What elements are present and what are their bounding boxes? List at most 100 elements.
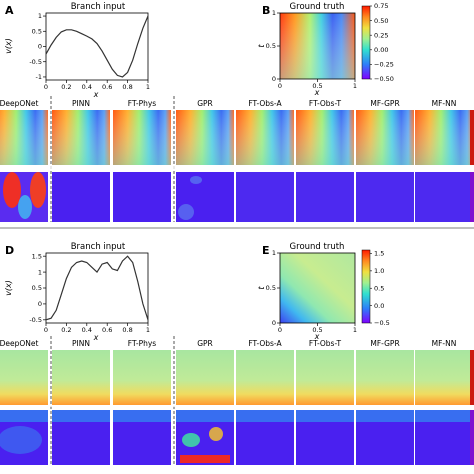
chart-b-colorbar: [361, 5, 371, 80]
chart-b-ylabel: t: [257, 44, 266, 48]
x-tick-label: 0.4: [82, 326, 92, 334]
prediction-tile-overlay-mf-nn: [415, 110, 473, 165]
prediction-tile-mf-gpr: [356, 350, 414, 405]
method-label-ft-obs-a: FT-Obs-A: [248, 339, 282, 348]
error-hotspot: [30, 172, 46, 208]
colorbar-tick-label: −0.25: [374, 61, 394, 69]
y-tick-label: 0: [38, 300, 42, 308]
error-hotspot: [209, 427, 223, 441]
x-tick-label: 0.2: [61, 326, 71, 334]
chart-a-xlabel: x: [93, 90, 99, 99]
y-tick-label: -0.5: [29, 58, 42, 66]
x-tick-label: 1: [353, 326, 357, 334]
clipped-error-edge: [470, 172, 474, 222]
prediction-tile-deeponet: [0, 350, 48, 405]
chart-d-title: Branch input: [71, 242, 126, 252]
dashed-separators: [0, 96, 474, 465]
y-tick-label: 0.5: [32, 27, 42, 35]
predictions-row-a-top: [0, 110, 474, 165]
colorbar-tick-label: −0.50: [374, 75, 394, 83]
colorbar-tick-label: 0.25: [374, 31, 388, 39]
x-tick-label: 1: [146, 83, 150, 91]
error-field-mf-nn: [415, 172, 473, 222]
error-hotspot: [180, 455, 230, 463]
x-tick-label: 0: [44, 83, 48, 91]
x-tick-label: 0.8: [122, 83, 132, 91]
x-tick-label: 0.5: [312, 326, 322, 334]
colorbar-tick-label: 0.0: [374, 302, 384, 310]
x-tick-label: 0: [278, 326, 282, 334]
panel-letter-b: B: [262, 4, 270, 17]
method-label-mf-gpr: MF-GPR: [370, 99, 399, 108]
x-tick-label: 0.6: [102, 326, 112, 334]
ground-truth-heatmap-b: Ground truth 0 0.5 1 0 0.5 1 x t 0.75 0.50 0.2…: [257, 2, 394, 97]
error-hotspot: [3, 172, 21, 208]
colorbar-tick-label: 0.00: [374, 46, 388, 54]
error-hotspot: [18, 195, 32, 219]
clipped-error-edge: [470, 410, 474, 465]
method-label-mf-gpr: MF-GPR: [370, 339, 399, 348]
error-row-d-bottom: [0, 410, 474, 465]
panel-letter-d: D: [5, 244, 14, 257]
chart-a-frame: [45, 12, 149, 81]
prediction-tile-gpr: [176, 350, 234, 405]
method-label-ft-obs-t: FT-Obs-T: [309, 339, 342, 348]
colorbar-tick-label: 0.75: [374, 2, 388, 10]
error-band-ft-obs-a: [236, 410, 294, 422]
method-labels-row-d: DeepONet PINN FT-Phys GPR FT-Obs-A FT-Obs-T MF…: [0, 339, 456, 348]
y-tick-label: 0.5: [32, 284, 42, 292]
y-tick-label: 0: [272, 75, 276, 83]
method-label-ft-phys: FT-Phys: [128, 99, 156, 108]
error-field-mf-gpr: [356, 172, 414, 222]
method-label-pinn: PINN: [72, 99, 90, 108]
x-tick-label: 0.4: [82, 83, 92, 91]
prediction-tile-overlay-ft-obs-a: [236, 110, 294, 165]
method-label-gpr: GPR: [197, 339, 213, 348]
x-tick-label: 1: [146, 326, 150, 334]
error-row-a-bottom: [0, 172, 474, 222]
y-tick-label: 1: [272, 9, 276, 17]
y-tick-label: -0.5: [29, 316, 42, 324]
chart-b-xlabel: x: [314, 88, 320, 97]
y-tick-label: 0: [38, 43, 42, 51]
prediction-tile-overlay-deeponet: [0, 110, 48, 165]
branch-input-chart-a: Branch input -1-0.500.51 0 0.2 0.4 0.6 0.8 1 …: [4, 2, 150, 99]
y-tick-label: 1: [272, 249, 276, 257]
error-band-ft-obs-t: [296, 410, 354, 422]
x-tick-label: 1: [353, 82, 357, 90]
chart-e-heatmap: [280, 253, 355, 323]
x-tick-label: 0.8: [122, 326, 132, 334]
y-tick-label: -1: [36, 73, 42, 81]
chart-a-title: Branch input: [71, 2, 126, 12]
clipped-tile-edge: [470, 350, 474, 405]
error-hotspot: [182, 433, 200, 447]
method-label-pinn: PINN: [72, 339, 90, 348]
panel-letter-a: A: [5, 4, 14, 17]
chart-a-ylabel: v(x): [4, 38, 13, 54]
x-tick-label: 0.6: [102, 83, 112, 91]
method-label-gpr: GPR: [197, 99, 213, 108]
error-hotspot: [178, 204, 194, 220]
prediction-tile-overlay-ft-obs-t: [296, 110, 354, 165]
prediction-tile-overlay-gpr: [176, 110, 234, 165]
prediction-tile-ft-phys: [113, 350, 171, 405]
y-tick-label: 1: [38, 12, 42, 20]
chart-e-title: Ground truth: [290, 242, 345, 252]
y-tick-label: 0.5: [266, 284, 276, 292]
chart-d-xlabel: x: [93, 333, 99, 342]
colorbar-tick-label: 0.50: [374, 17, 388, 25]
method-label-ft-obs-t: FT-Obs-T: [309, 99, 342, 108]
ground-truth-heatmap-e: Ground truth 0 0.5 1 0 0.5 1 x t 1.5 1.0 0.5 0.…: [257, 242, 390, 341]
error-tile-ft-phys: [113, 172, 171, 222]
chart-e-ylabel: t: [257, 286, 266, 290]
method-label-mf-nn: MF-NN: [432, 99, 457, 108]
colorbar-tick-label: 1.5: [374, 250, 384, 258]
error-hotspot: [0, 426, 42, 454]
colorbar-tick-label: 1.0: [374, 267, 384, 275]
prediction-tile-ft-obs-a: [236, 350, 294, 405]
chart-e-colorbar: [361, 249, 371, 324]
error-hotspot: [190, 176, 202, 184]
chart-a-series-line: [45, 15, 149, 78]
method-labels-row-a: DeepONet PINN FT-Phys GPR FT-Obs-A FT-Obs-T MF…: [0, 99, 456, 108]
